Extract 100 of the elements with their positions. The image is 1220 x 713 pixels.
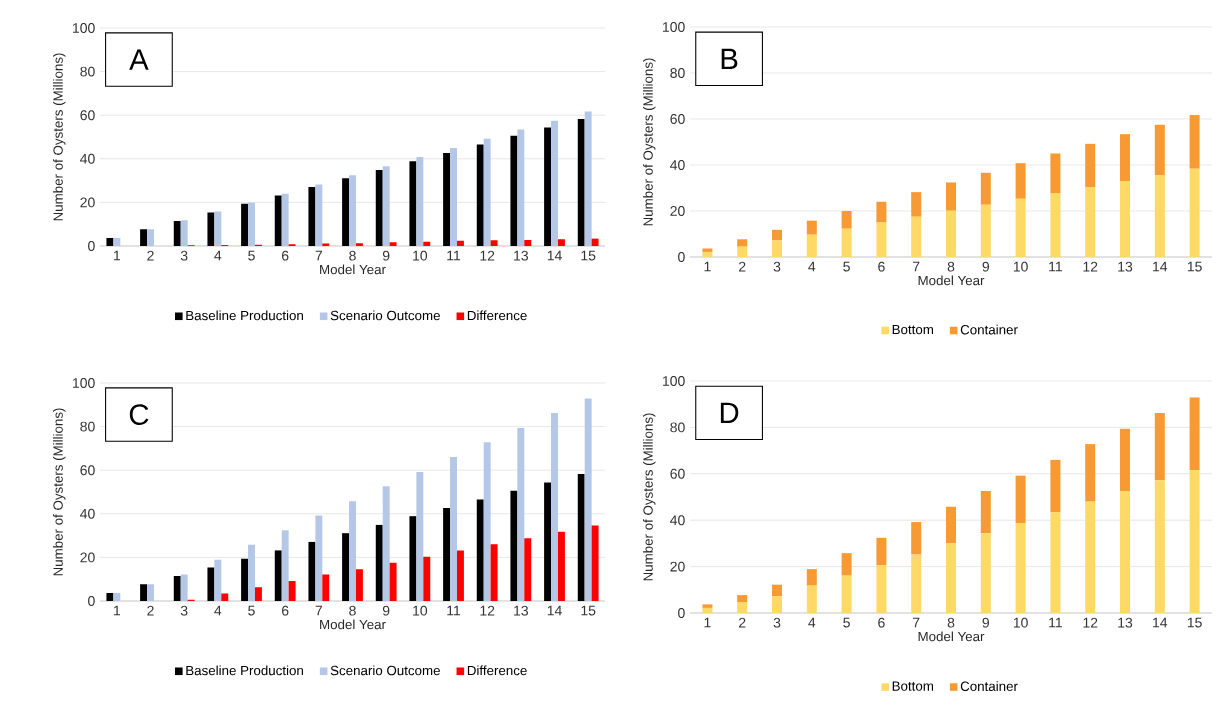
x-tick-label: 7 bbox=[913, 617, 920, 628]
legend-label: Scenario Outcome bbox=[330, 310, 440, 321]
bar bbox=[248, 202, 255, 246]
y-tick-label: 60 bbox=[670, 468, 685, 479]
x-tick-label: 10 bbox=[413, 250, 428, 261]
bar bbox=[1189, 168, 1200, 257]
bar bbox=[423, 241, 431, 246]
x-tick-label: 12 bbox=[1083, 617, 1098, 628]
x-tick-label: 1 bbox=[704, 617, 711, 628]
bar bbox=[876, 537, 887, 566]
bar bbox=[274, 550, 282, 601]
legend-label: Container bbox=[960, 681, 1018, 692]
y-tick-label: 80 bbox=[80, 421, 95, 432]
bar bbox=[382, 166, 390, 246]
x-tick-label: 1 bbox=[114, 250, 121, 261]
y-tick-label: 40 bbox=[80, 508, 95, 519]
bar bbox=[409, 161, 417, 246]
bar bbox=[510, 490, 518, 601]
bar bbox=[483, 138, 491, 246]
x-tick-label: 3 bbox=[773, 261, 781, 272]
legend-label: Difference bbox=[467, 310, 527, 321]
bar bbox=[772, 240, 783, 257]
bar bbox=[1154, 124, 1165, 176]
x-tick-label: 6 bbox=[878, 617, 885, 628]
x-tick-label: 10 bbox=[1013, 617, 1028, 628]
bar bbox=[702, 248, 713, 252]
bar bbox=[147, 229, 154, 246]
x-tick-label: 11 bbox=[447, 605, 461, 616]
x-axis-title: Model Year bbox=[918, 275, 985, 286]
bar bbox=[702, 251, 713, 257]
y-tick-label: 100 bbox=[663, 376, 685, 386]
bar bbox=[591, 238, 599, 246]
x-tick-label: 15 bbox=[581, 605, 596, 616]
annotation: C bbox=[129, 404, 149, 425]
legend-label: Container bbox=[960, 324, 1018, 335]
bar bbox=[551, 120, 558, 246]
x-tick-label: 10 bbox=[413, 605, 428, 616]
y-tick-label: 0 bbox=[88, 596, 95, 606]
bar bbox=[980, 204, 991, 257]
bar bbox=[207, 567, 215, 601]
bar bbox=[946, 506, 956, 544]
bar bbox=[772, 229, 783, 241]
x-axis-title: Model Year bbox=[918, 631, 985, 642]
x-tick-label: 14 bbox=[1153, 617, 1168, 628]
bar bbox=[456, 240, 464, 246]
x-tick-label: 10 bbox=[1013, 261, 1028, 272]
bar bbox=[557, 531, 565, 601]
x-tick-label: 12 bbox=[480, 250, 495, 261]
bar bbox=[106, 237, 114, 246]
bar bbox=[524, 239, 532, 246]
bar bbox=[349, 175, 356, 246]
bar bbox=[911, 522, 922, 555]
bar bbox=[584, 398, 592, 601]
bar bbox=[180, 574, 188, 601]
x-tick-label: 14 bbox=[547, 250, 562, 261]
bar bbox=[1154, 175, 1165, 257]
bar bbox=[476, 499, 484, 601]
bar bbox=[322, 574, 330, 601]
x-tick-label: 14 bbox=[1153, 261, 1168, 272]
legend-label: Bottom bbox=[892, 324, 933, 335]
y-tick-label: 0 bbox=[88, 241, 95, 251]
bar bbox=[737, 246, 748, 257]
bar bbox=[443, 508, 451, 601]
bar bbox=[544, 482, 552, 601]
annotation: A bbox=[129, 49, 149, 70]
bar bbox=[737, 239, 748, 247]
bar bbox=[702, 604, 713, 608]
y-tick-label: 20 bbox=[670, 561, 685, 572]
bar bbox=[389, 242, 397, 246]
bar bbox=[180, 220, 188, 246]
x-tick-label: 4 bbox=[214, 605, 222, 616]
bar bbox=[450, 147, 457, 246]
bar bbox=[584, 111, 592, 246]
x-tick-label: 3 bbox=[773, 617, 781, 628]
y-tick-label: 40 bbox=[670, 160, 685, 170]
y-axis-title: Number of Oysters (Millions) bbox=[53, 408, 66, 576]
x-tick-label: 13 bbox=[514, 250, 529, 261]
bar bbox=[911, 192, 922, 217]
bar bbox=[876, 201, 887, 223]
y-tick-label: 40 bbox=[670, 515, 685, 526]
bar bbox=[450, 457, 457, 601]
legend-label: Baseline Production bbox=[186, 310, 303, 321]
bar bbox=[772, 596, 783, 613]
x-tick-label: 1 bbox=[704, 261, 711, 272]
x-tick-label: 5 bbox=[843, 261, 850, 272]
legend-label: Bottom bbox=[892, 681, 933, 691]
bar bbox=[517, 427, 525, 601]
y-tick-label: 80 bbox=[670, 68, 685, 78]
x-tick-label: 6 bbox=[281, 250, 289, 261]
bar bbox=[214, 211, 222, 246]
bar bbox=[557, 239, 565, 246]
x-axis-title: Model Year bbox=[320, 264, 386, 275]
y-tick-label: 100 bbox=[73, 378, 95, 388]
bar bbox=[772, 584, 783, 597]
x-tick-label: 9 bbox=[382, 605, 390, 616]
bar bbox=[274, 195, 282, 246]
x-tick-label: 11 bbox=[447, 250, 461, 261]
x-tick-label: 12 bbox=[1083, 261, 1098, 272]
bar bbox=[221, 593, 229, 601]
bar bbox=[490, 240, 498, 246]
